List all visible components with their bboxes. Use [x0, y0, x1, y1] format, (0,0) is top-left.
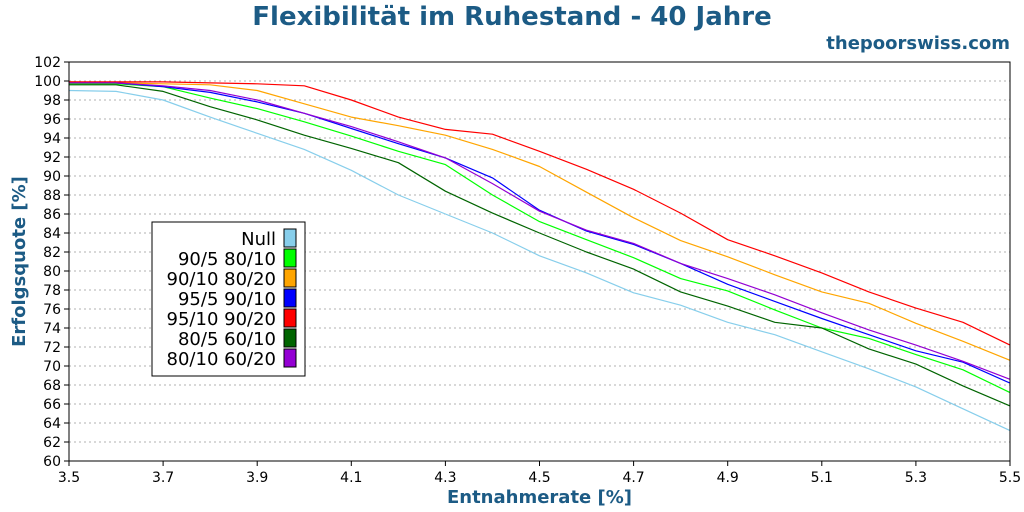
legend-swatch [283, 288, 297, 308]
y-tick-label: 70 [43, 359, 61, 375]
series-line-80-5-60-10 [69, 84, 1011, 407]
series-line-90-10-80-20 [68, 81, 1011, 361]
y-tick-label: 80 [43, 264, 61, 280]
legend-label: 90/10 80/20 [167, 269, 276, 290]
chart-title: Flexibilität im Ruhestand - 40 Jahre [252, 2, 772, 32]
legend-box [151, 221, 306, 377]
series-line-90-5-80-10 [69, 83, 1011, 394]
y-tick-label: 60 [43, 454, 61, 470]
x-tick-label: 5.1 [811, 470, 833, 486]
legend-swatch [283, 268, 297, 288]
x-tick-label: 5.5 [999, 470, 1021, 486]
y-tick-label: 74 [43, 321, 61, 337]
x-tick-label: 4.3 [434, 470, 456, 486]
legend-swatch [283, 248, 297, 268]
legend-swatch [283, 308, 297, 328]
legend-label: 80/5 60/10 [178, 329, 276, 350]
y-tick-label: 90 [43, 169, 61, 185]
series-line-95-10-90-20 [69, 81, 1011, 346]
x-axis-label: Entnahmerate [%] [447, 487, 632, 508]
x-tick-label: 4.9 [717, 470, 739, 486]
y-tick-label: 96 [43, 112, 61, 128]
y-tick-label: 102 [34, 55, 61, 71]
y-tick-label: 78 [43, 283, 61, 299]
legend-label: 95/10 90/20 [167, 309, 276, 330]
x-tick-label: 4.7 [622, 470, 644, 486]
y-tick-label: 68 [43, 378, 61, 394]
y-tick-label: 92 [43, 150, 61, 166]
y-tick-label: 86 [43, 207, 61, 223]
y-tick-label: 88 [43, 188, 61, 204]
x-tick-label: 3.9 [246, 470, 268, 486]
x-tick-label: 4.5 [528, 470, 550, 486]
legend-label: 95/5 90/10 [178, 289, 276, 310]
series-lines [68, 81, 1011, 432]
y-tick-label: 94 [43, 131, 61, 147]
y-tick-label: 62 [43, 435, 61, 451]
y-axis-label: Erfolgsquote [%] [9, 176, 30, 347]
legend-label: 90/5 80/10 [178, 249, 276, 270]
x-tick-label: 4.1 [340, 470, 362, 486]
x-ticks: 3.5 3.7 3.9 4.1 4.3 4.5 4.7 4.9 5.1 5.3 5.5 [58, 461, 1021, 486]
x-tick-label: 3.5 [58, 470, 80, 486]
site-label: thepoorswiss.com [826, 33, 1010, 54]
legend-label: Null [241, 229, 276, 250]
y-ticks: 60 62 64 66 68 70 72 74 76 78 80 82 84 86 88 90 92 94 96 98… [34, 55, 69, 470]
y-tick-label: 64 [43, 416, 61, 432]
x-tick-label: 3.7 [152, 470, 174, 486]
series-line-95-5-90-10 [69, 82, 1011, 384]
y-tick-label: 84 [43, 226, 61, 242]
series-line-80-10-60-20 [69, 82, 1011, 380]
legend-label: 80/10 60/20 [167, 349, 276, 370]
x-tick-label: 5.3 [905, 470, 927, 486]
y-tick-label: 76 [43, 302, 61, 318]
y-tick-label: 82 [43, 245, 61, 261]
y-tick-label: 100 [34, 74, 61, 90]
y-tick-label: 98 [43, 93, 61, 109]
y-tick-label: 72 [43, 340, 61, 356]
series-line-null [68, 89, 1011, 432]
legend-swatch [283, 348, 297, 368]
legend-swatch [283, 328, 297, 348]
y-tick-label: 66 [43, 397, 61, 413]
legend-swatch [283, 228, 297, 248]
